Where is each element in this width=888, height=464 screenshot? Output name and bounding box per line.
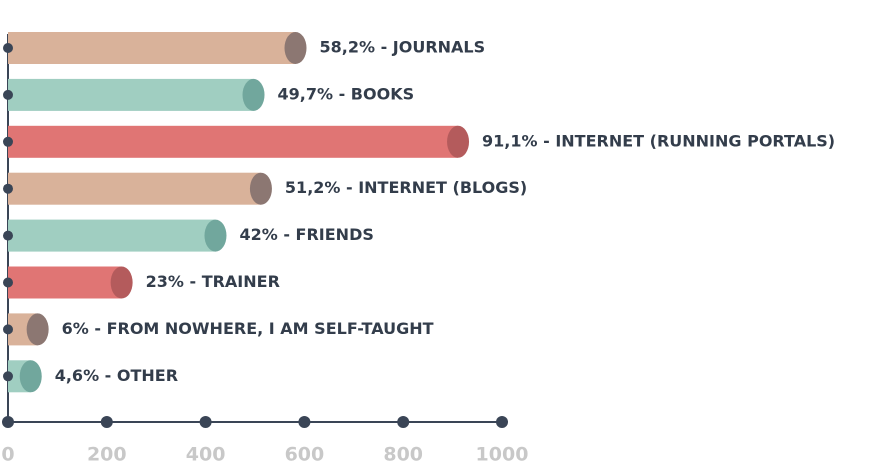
value-label: 91,1% - INTERNET (RUNNING PORTALS) [482,131,835,150]
axis-dot [3,277,13,288]
axis-dot [3,324,13,335]
value-label: 58,2% - JOURNALS [320,38,486,57]
x-tick-label: 200 [87,444,127,464]
bar [8,172,261,205]
bar-cap [26,313,49,346]
bar [8,219,216,252]
bar [8,266,122,299]
x-tick-label: 400 [186,444,226,464]
bar-cap [242,78,265,111]
axis-dot [3,230,13,241]
x-tick-label: 1000 [476,444,529,464]
x-tick-label: 800 [383,444,423,464]
bar [8,78,254,111]
value-label: 6% - FROM NOWHERE, I AM SELF-TAUGHT [62,319,434,338]
bar-cap [249,172,272,205]
value-label: 42% - FRIENDS [239,225,373,244]
value-label: 49,7% - BOOKS [278,84,415,103]
tick-mark [397,416,410,428]
bar-cap [110,266,133,299]
bar-cap [19,360,42,393]
bar-cap [284,32,307,64]
value-label: 51,2% - INTERNET (BLOGS) [285,178,527,197]
axis-dot [3,89,13,100]
tick-mark [100,416,113,428]
value-label: 4,6% - OTHER [55,366,178,385]
tick-mark [199,416,212,428]
axis-dot [3,183,13,194]
axis-dot [3,136,13,147]
x-tick-label: 600 [285,444,325,464]
tick-mark [496,416,508,428]
bar [8,125,459,158]
bar-cap [447,125,470,158]
x-tick-label: 0 [1,444,14,464]
tick-mark [298,416,311,428]
bar-cap [204,219,227,252]
tick-mark [2,416,14,428]
value-label: 23% - TRAINER [146,272,280,291]
axis-dot [3,43,13,53]
bar [8,32,296,64]
axis-dot [3,371,13,382]
